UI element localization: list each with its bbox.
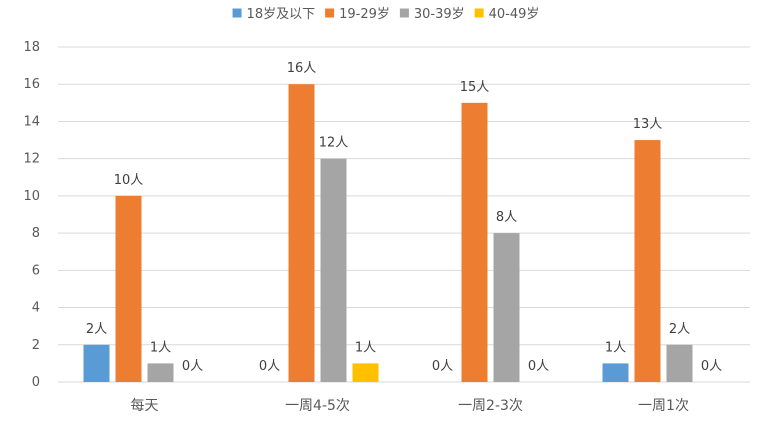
data-labels: 2人 10人 1人 0人 0人 16人 12人 1人 0人 15人 8人 0人 1人 13人 2人 0人 (86, 61, 722, 374)
data-label: 1人 (150, 340, 171, 355)
x-category-label: 一周2-3次 (458, 398, 523, 414)
bar (461, 102, 488, 382)
data-label: 0人 (432, 359, 453, 374)
bar (666, 344, 693, 382)
legend-label: 30-39岁 (414, 7, 465, 22)
bar (147, 363, 174, 382)
y-tick-label: 18 (23, 40, 40, 55)
data-label: 1人 (355, 340, 376, 355)
bar (602, 363, 629, 382)
x-category-label: 每天 (131, 398, 159, 414)
y-tick-label: 14 (23, 114, 40, 129)
bar (83, 344, 110, 382)
chart-bars (83, 84, 693, 382)
y-tick-label: 10 (23, 189, 40, 204)
data-label: 0人 (528, 359, 549, 374)
bar (320, 158, 347, 382)
data-label: 13人 (633, 117, 663, 132)
bar (634, 140, 661, 382)
data-label: 16人 (287, 61, 317, 76)
data-label: 2人 (669, 322, 690, 337)
x-category-label: 一周1次 (638, 398, 689, 414)
data-label: 12人 (319, 136, 349, 151)
legend-swatch (325, 8, 335, 18)
chart-legend: 18岁及以下 19-29岁 30-39岁 40-49岁 (232, 7, 540, 22)
y-tick-label: 2 (32, 338, 40, 353)
y-tick-label: 12 (23, 152, 40, 167)
x-category-label: 一周4-5次 (285, 398, 350, 414)
bar (288, 84, 315, 382)
y-tick-label: 6 (32, 263, 40, 278)
legend-swatch (399, 8, 409, 18)
data-label: 0人 (701, 359, 722, 374)
y-axis-ticks: 0 2 4 6 8 10 12 14 16 18 (23, 40, 40, 390)
data-label: 10人 (114, 173, 144, 188)
data-label: 0人 (182, 359, 203, 374)
bar (115, 195, 142, 382)
x-axis-categories: 每天 一周4-5次 一周2-3次 一周1次 (131, 398, 689, 414)
y-tick-label: 8 (32, 226, 40, 241)
y-tick-label: 0 (32, 375, 40, 390)
bar (493, 233, 520, 382)
legend-swatch (474, 8, 484, 18)
legend-label: 18岁及以下 (247, 7, 316, 22)
legend-swatch (232, 8, 242, 18)
data-label: 15人 (460, 80, 490, 95)
bar (352, 363, 379, 382)
data-label: 0人 (259, 359, 280, 374)
chart-gridlines (58, 46, 750, 383)
y-tick-label: 16 (23, 77, 40, 92)
y-tick-label: 4 (32, 301, 40, 316)
data-label: 2人 (86, 322, 107, 337)
legend-label: 40-49岁 (489, 7, 540, 22)
data-label: 8人 (496, 210, 517, 225)
legend-label: 19-29岁 (339, 7, 390, 22)
data-label: 1人 (605, 340, 626, 355)
